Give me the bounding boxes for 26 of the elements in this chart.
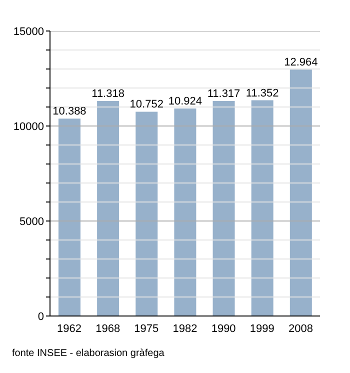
bar — [212, 100, 235, 316]
bar — [251, 100, 274, 316]
bar — [290, 70, 312, 316]
data-label: 11.352 — [246, 87, 279, 100]
data-label: 11.318 — [92, 88, 124, 100]
x-tick-label: 1975 — [134, 322, 159, 335]
x-tick-label: 1990 — [211, 322, 236, 335]
x-tick-label: 1982 — [172, 322, 198, 335]
bar — [174, 108, 196, 316]
bar — [136, 112, 158, 316]
data-label: 11.317 — [207, 88, 240, 100]
data-label: 12.964 — [284, 56, 318, 69]
x-tick-label: 1999 — [250, 322, 274, 335]
source-note: fonte INSEE - elaborasion gràfega — [12, 348, 166, 359]
bar — [58, 118, 80, 316]
y-tick-label: 10000 — [13, 120, 44, 133]
y-tick-label: 5000 — [20, 216, 44, 228]
y-tick-label: 15000 — [13, 26, 44, 38]
data-label: 10.924 — [168, 95, 202, 108]
x-tick-label: 2008 — [288, 322, 313, 335]
x-tick-label: 1968 — [96, 322, 120, 335]
y-tick-label: 0 — [38, 310, 44, 323]
bar — [97, 100, 120, 316]
data-label: 10.388 — [52, 106, 86, 118]
x-tick-label: 1962 — [57, 322, 82, 335]
data-label: 10.752 — [130, 98, 164, 111]
